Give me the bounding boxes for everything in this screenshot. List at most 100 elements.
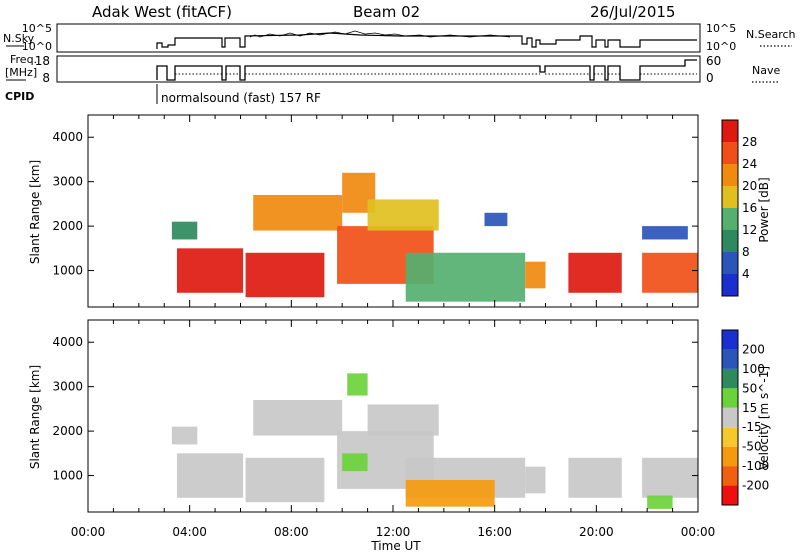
- nsky-trace-noise: [249, 30, 511, 38]
- power-y-axis: 1000 2000 3000 4000: [52, 115, 699, 307]
- power-region-9: [525, 261, 546, 289]
- freq-trace: [156, 59, 697, 81]
- power-colorbar-tick-5: 24: [742, 157, 757, 171]
- cpid-text: normalsound (fast) 157 RF: [161, 91, 321, 105]
- freq-tick-high: 18: [35, 54, 50, 68]
- power-colorbar-segment-5: [722, 164, 738, 186]
- velocity-region-2: [245, 457, 325, 503]
- power-region-0: [171, 221, 198, 240]
- x-axis-label: Time UT: [370, 539, 421, 553]
- x-tick-label-6: 00:00: [681, 525, 716, 539]
- velocity-panel: 1000 2000 3000 4000 Slant Range [km] -200 -1…: [28, 319, 771, 513]
- velocity-colorbar-segment-8: [722, 330, 738, 350]
- velocity-colorbar-segment-3: [722, 427, 738, 447]
- power-region-8: [484, 212, 508, 227]
- velocity-y-axis: 1000 2000 3000 4000: [52, 320, 699, 512]
- freq-frame: [56, 55, 701, 83]
- velocity-heatmap: [171, 373, 698, 509]
- freq-tick-low: 8: [42, 71, 50, 85]
- power-colorbar: 4 8 12 16 20 24 28: [721, 119, 757, 297]
- power-colorbar-tick-0: 4: [742, 267, 750, 281]
- power-heatmap: [171, 172, 698, 302]
- freq-label-line2: [MHz]: [5, 66, 37, 79]
- power-colorbar-segment-4: [722, 186, 738, 208]
- nsearch-tick-high: 10^5: [706, 22, 736, 35]
- velocity-region-13: [647, 495, 673, 509]
- velocity-region-9: [405, 480, 495, 507]
- velocity-region-6: [347, 373, 368, 396]
- power-panel: 1000 2000 3000 4000 Slant Range [km] 4 8 12 16…: [28, 114, 771, 308]
- velocity-colorbar-tick-2: -50: [742, 440, 762, 454]
- velocity-region-3: [253, 400, 343, 436]
- power-ytick-label-2: 3000: [52, 175, 83, 189]
- power-colorbar-segment-3: [722, 208, 738, 230]
- power-colorbar-segment-0: [722, 274, 738, 296]
- freq-panel: Freq. [MHz] 18 8 60 0 Nave: [5, 53, 780, 85]
- velocity-colorbar-tick-7: 200: [742, 342, 765, 356]
- x-tick-label-2: 08:00: [274, 525, 309, 539]
- velocity-colorbar-segment-1: [722, 466, 738, 486]
- velocity-ytick-label-0: 1000: [52, 469, 83, 483]
- velocity-colorbar-segment-5: [722, 388, 738, 408]
- velocity-colorbar-tick-6: 100: [742, 362, 765, 376]
- power-region-3: [253, 195, 343, 231]
- x-tick-label-1: 04:00: [172, 525, 207, 539]
- power-colorbar-tick-1: 8: [742, 245, 750, 259]
- nsky-label: N.Sky: [3, 32, 35, 45]
- power-ytick-label-3: 4000: [52, 130, 83, 144]
- velocity-ytick-label-3: 4000: [52, 335, 83, 349]
- power-colorbar-tick-4: 20: [742, 179, 757, 193]
- time-axis: 00:00 04:00 08:00 12:00 16:00 20:00 00:00: [71, 525, 716, 539]
- nave-label: Nave: [752, 64, 780, 77]
- power-region-11: [642, 252, 698, 293]
- power-region-7: [405, 252, 526, 302]
- x-tick-label-5: 20:00: [579, 525, 614, 539]
- power-region-12: [642, 226, 688, 240]
- power-ylabel: Slant Range [km]: [28, 160, 42, 264]
- velocity-region-0: [171, 426, 198, 445]
- velocity-colorbar: -200 -100 -50 -15 15 50 100 200: [721, 329, 769, 506]
- power-region-2: [245, 252, 325, 298]
- nave-tick-high: 60: [706, 54, 721, 68]
- velocity-region-12: [642, 457, 698, 498]
- nsky-trace: [156, 32, 697, 49]
- power-colorbar-tick-2: 12: [742, 223, 757, 237]
- power-colorbar-tick-3: 16: [742, 201, 757, 215]
- nsearch-tick-low: 10^0: [706, 40, 736, 53]
- velocity-region-7: [367, 404, 439, 436]
- velocity-ytick-label-1: 2000: [52, 424, 83, 438]
- velocity-colorbar-tick-0: -200: [742, 479, 769, 493]
- beam-title: Beam 02: [353, 3, 420, 21]
- velocity-colorbar-label: Velocity [m s^-1]: [757, 366, 771, 470]
- velocity-colorbar-segment-4: [722, 407, 738, 428]
- nave-tick-low: 0: [706, 71, 714, 85]
- x-tick-label-4: 16:00: [477, 525, 512, 539]
- velocity-colorbar-tick-3: -15: [742, 420, 762, 434]
- x-tick-label-3: 12:00: [376, 525, 411, 539]
- velocity-colorbar-tick-4: 15: [742, 401, 757, 415]
- velocity-colorbar-segment-2: [722, 446, 738, 467]
- x-tick-label-0: 00:00: [71, 525, 106, 539]
- power-region-1: [176, 248, 244, 293]
- velocity-colorbar-segment-6: [722, 368, 738, 389]
- power-region-6: [367, 199, 439, 231]
- power-colorbar-segment-1: [722, 252, 738, 274]
- velocity-colorbar-segment-7: [722, 349, 738, 369]
- freq-label-line1: Freq.: [10, 53, 37, 66]
- station-title: Adak West (fitACF): [92, 3, 232, 21]
- power-colorbar-frame: [721, 119, 739, 297]
- velocity-region-11: [568, 457, 622, 498]
- nsearch-label: N.Search: [746, 28, 796, 41]
- nsky-tick-low: 10^0: [22, 40, 52, 53]
- power-region-10: [568, 252, 622, 293]
- velocity-colorbar-tick-5: 50: [742, 381, 757, 395]
- velocity-colorbar-frame: [721, 329, 739, 506]
- power-colorbar-label: Power [dB]: [757, 177, 771, 242]
- nsky-frame: [56, 23, 701, 53]
- cpid-row: CPID normalsound (fast) 157 RF: [5, 84, 321, 105]
- power-ytick-label-1: 2000: [52, 219, 83, 233]
- power-colorbar-tick-6: 28: [742, 135, 757, 149]
- velocity-colorbar-tick-1: -100: [742, 459, 769, 473]
- nsky-panel: N.Sky 10^5 10^0 10^5 10^0 N.Search: [3, 22, 796, 53]
